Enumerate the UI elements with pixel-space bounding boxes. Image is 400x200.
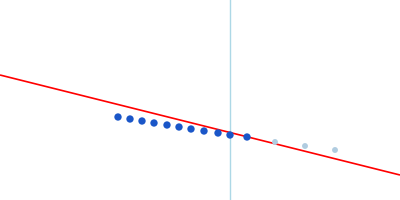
Point — [127, 117, 133, 121]
Point — [151, 121, 157, 125]
Point — [201, 129, 207, 133]
Point — [272, 140, 278, 144]
Point — [164, 123, 170, 127]
Point — [215, 131, 221, 135]
Point — [227, 133, 233, 137]
Point — [302, 144, 308, 148]
Point — [188, 127, 194, 131]
Point — [115, 115, 121, 119]
Point — [244, 135, 250, 139]
Point — [332, 148, 338, 152]
Point — [139, 119, 145, 123]
Point — [176, 125, 182, 129]
